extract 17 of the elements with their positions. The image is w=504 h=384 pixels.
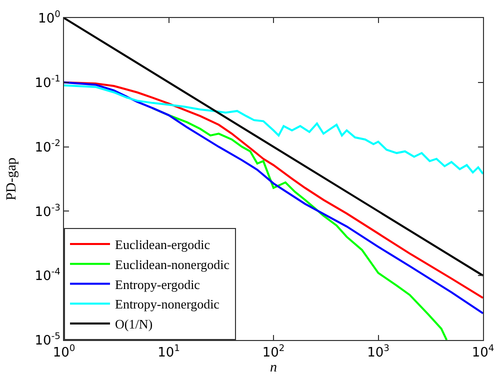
- y-tick-label: 10$^{0}$: [38, 10, 61, 27]
- y-tick-label: 10$^{-3}$: [34, 203, 61, 220]
- x-tick-label: 10$^{4}$: [472, 344, 494, 361]
- x-tick-label: 10$^{1}$: [158, 344, 180, 361]
- y-tick-label: 10$^{-4}$: [34, 268, 61, 284]
- legend-label: O(1/N): [115, 316, 153, 332]
- y-axis-title: PD-gap: [4, 158, 20, 200]
- legend-label: Euclidean-nonergodic: [115, 256, 230, 272]
- y-tick-label: 10$^{-2}$: [34, 138, 60, 156]
- legend-label: Entropy-nonergodic: [115, 296, 220, 312]
- legend-label: Euclidean-ergodic: [115, 237, 210, 252]
- legend-label: Entropy-ergodic: [115, 276, 200, 292]
- x-tick-label: 10$^{0}$: [52, 344, 76, 361]
- y-tick-label: 10$^{-1}$: [34, 74, 60, 91]
- x-axis-title: n: [270, 360, 277, 376]
- x-tick-label: 10$^{2}$: [262, 344, 285, 361]
- x-tick-label: 10$^{3}$: [367, 344, 390, 361]
